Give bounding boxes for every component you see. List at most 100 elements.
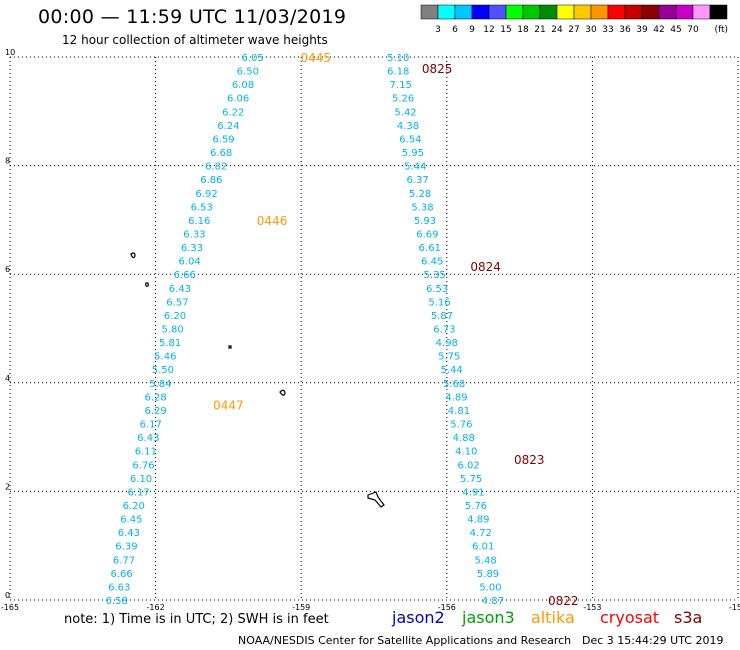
wave-height-value: 6.04 <box>178 257 200 268</box>
wave-height-value: 6.16 <box>188 216 210 227</box>
island-outline <box>228 345 232 349</box>
wave-height-value: 5.38 <box>411 202 433 213</box>
wave-height-value: 6.92 <box>195 189 217 200</box>
wave-height-value: 6.43 <box>118 528 140 539</box>
credit-text: NOAA/NESDIS Center for Satellite Applica… <box>238 634 572 647</box>
y-tick-label: 10 <box>5 48 15 57</box>
wave-height-value: 6.43 <box>169 284 191 295</box>
y-tick-label: 8 <box>5 157 10 166</box>
wave-height-value: 4.72 <box>470 528 492 539</box>
legend-cryosat: cryosat <box>600 608 660 627</box>
colorbar-label: 45 <box>670 25 681 35</box>
wave-height-value: 5.95 <box>402 148 424 159</box>
colorbar-label: 36 <box>619 25 631 35</box>
colorbar-label: 12 <box>483 25 494 35</box>
island-outline <box>279 389 286 396</box>
wave-height-value: 5.26 <box>392 94 414 105</box>
wave-height-value: 5.81 <box>159 338 181 349</box>
wave-height-value: 6.08 <box>232 80 254 91</box>
y-tick-label: 2 <box>5 482 10 491</box>
wave-height-value: 6.18 <box>387 67 409 78</box>
colorbar: 3 6 9 12 15 18 21 24 27 30 33 36 39 42 45 70 (ft) <box>420 4 728 35</box>
wave-height-value: 6.68 <box>210 148 232 159</box>
wave-height-value: 6.58 <box>106 596 128 607</box>
legend-s3a: s3a <box>674 608 703 627</box>
pass-time-label: 0446 <box>257 214 288 228</box>
wave-height-value: 6.77 <box>113 555 135 566</box>
colorbar-swatch <box>709 4 728 20</box>
wave-height-value: 6.01 <box>472 542 494 553</box>
wave-height-value: 7.15 <box>390 80 412 91</box>
wave-height-value: 5.00 <box>479 582 501 593</box>
wave-height-map: -165 -162 -159 -156 -153 -150 0 2 4 6 8 10 6.05 6.50 6… <box>1 48 740 610</box>
island-outline <box>145 282 149 287</box>
wave-height-value: 6.10 <box>130 474 152 485</box>
wave-height-value: 4.10 <box>455 447 477 458</box>
wave-height-value: 4.81 <box>448 406 470 417</box>
y-tick-label: 6 <box>5 265 10 274</box>
colorbar-label: 18 <box>517 25 529 35</box>
wave-height-value: 5.80 <box>161 325 183 336</box>
pass-time-label: 0445 <box>300 51 331 65</box>
wave-height-value: 6.39 <box>115 542 137 553</box>
wave-height-value: 5.75 <box>438 352 460 363</box>
colorbar-label: 24 <box>551 25 563 35</box>
legend-jason2: jason2 <box>392 608 445 627</box>
wave-height-value: 6.17 <box>140 420 162 431</box>
wave-height-value: 5.10 <box>387 53 409 64</box>
wave-height-value: 6.63 <box>108 582 130 593</box>
wave-height-value: 5.16 <box>428 297 450 308</box>
wave-height-value: 5.48 <box>474 555 496 566</box>
pass-time-label: 0822 <box>548 594 579 608</box>
x-tick-label: -150 <box>729 603 740 610</box>
wave-height-value: 6.02 <box>458 460 480 471</box>
pass-time-label: 0447 <box>213 399 244 413</box>
wave-height-value: 6.82 <box>205 162 227 173</box>
wave-height-value: 6.17 <box>127 487 149 498</box>
wave-height-value: 6.73 <box>433 325 455 336</box>
wave-height-value: 4.89 <box>445 392 467 403</box>
wave-height-value: 6.22 <box>222 107 244 118</box>
colorbar-unit: (ft) <box>714 25 728 35</box>
colorbar-label: 3 <box>435 25 441 35</box>
wave-height-value: 6.33 <box>181 243 203 254</box>
island-outline <box>367 491 385 508</box>
colorbar-label: 30 <box>585 25 597 35</box>
colorbar-label: 6 <box>452 25 458 35</box>
colorbar-label: 42 <box>653 25 664 35</box>
wave-height-value: 6.28 <box>144 392 166 403</box>
wave-height-value: 5.76 <box>450 420 472 431</box>
wave-height-value: 5.68 <box>443 379 465 390</box>
page-title: 00:00 — 11:59 UTC 11/03/2019 <box>38 6 347 28</box>
x-tick-label: -159 <box>292 603 310 610</box>
wave-height-value: 5.93 <box>414 216 436 227</box>
wave-height-value: 5.89 <box>477 569 499 580</box>
wave-height-value: 5.84 <box>149 379 171 390</box>
wave-height-value: 6.53 <box>426 284 448 295</box>
wave-height-value: 6.86 <box>200 175 222 186</box>
wave-height-value: 6.29 <box>144 406 166 417</box>
wave-height-value: 6.20 <box>123 501 145 512</box>
wave-height-value: 5.87 <box>431 311 453 322</box>
page-subtitle: 12 hour collection of altimeter wave hei… <box>62 33 328 47</box>
wave-height-value: 6.45 <box>120 515 142 526</box>
wave-height-value: 6.45 <box>421 257 443 268</box>
wave-height-value: 5.28 <box>409 189 431 200</box>
wave-height-value: 4.91 <box>462 487 484 498</box>
wave-height-value: 6.06 <box>227 94 249 105</box>
wave-height-value: 6.33 <box>183 229 205 240</box>
wave-height-value: 4.38 <box>397 121 419 132</box>
wave-height-value: 6.59 <box>212 134 234 145</box>
pass-time-label: 0823 <box>514 453 545 467</box>
wave-height-value: 6.50 <box>237 67 259 78</box>
wave-height-value: 5.42 <box>394 107 416 118</box>
y-tick-label: 4 <box>5 374 10 383</box>
y-tick-label: 0 <box>5 591 10 600</box>
wave-height-value: 5.76 <box>465 501 487 512</box>
wave-height-value: 4.89 <box>467 515 489 526</box>
colorbar-label: 33 <box>602 25 613 35</box>
wave-height-value: 5.44 <box>404 162 426 173</box>
wave-height-value: 6.76 <box>132 460 154 471</box>
wave-height-value: 6.53 <box>191 202 213 213</box>
x-tick-label: -165 <box>1 603 19 610</box>
